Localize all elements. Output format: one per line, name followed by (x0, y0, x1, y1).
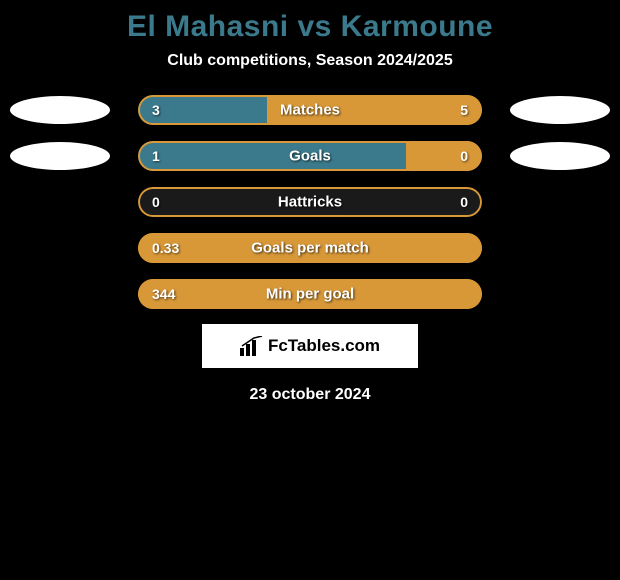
stat-bar: Hattricks 0 0 (138, 187, 482, 217)
stat-segment-right (406, 141, 482, 171)
player-ellipse-right (510, 96, 610, 124)
date-line: 23 october 2024 (0, 386, 620, 404)
stat-segment-left (138, 279, 482, 309)
player-ellipse-right (510, 142, 610, 170)
stat-bar: Goals per match0.33 (138, 233, 482, 263)
stat-bar-border (138, 187, 482, 217)
logo-content: FcTables.com (240, 336, 380, 356)
stat-bar: Matches35 (138, 95, 482, 125)
stat-value-right: 0 (460, 194, 468, 210)
stat-value-left: 0 (152, 194, 160, 210)
stat-row: Hattricks 0 0 (0, 186, 620, 218)
stats-area: Matches35 Goals10 Hattricks 0 0 Goals per mat… (0, 94, 620, 310)
stat-segment-left (138, 141, 406, 171)
page-subtitle: Club competitions, Season 2024/2025 (0, 52, 620, 94)
stat-bar: Min per goal344 (138, 279, 482, 309)
stat-segment-left (138, 95, 267, 125)
stat-row: Goals10 (0, 140, 620, 172)
stat-row: Min per goal344 (0, 278, 620, 310)
player-ellipse-left (10, 96, 110, 124)
stat-label: Hattricks (278, 194, 342, 211)
stat-bar: Goals10 (138, 141, 482, 171)
logo-box: FcTables.com (202, 324, 418, 368)
logo-text: FcTables.com (268, 336, 380, 356)
stat-row: Matches35 (0, 94, 620, 126)
stat-segment-right (267, 95, 482, 125)
page-title: El Mahasni vs Karmoune (0, 0, 620, 52)
comparison-container: El Mahasni vs Karmoune Club competitions… (0, 0, 620, 404)
player-ellipse-left (10, 142, 110, 170)
stat-segment-left (138, 233, 482, 263)
stat-row: Goals per match0.33 (0, 232, 620, 264)
chart-icon (240, 336, 264, 356)
